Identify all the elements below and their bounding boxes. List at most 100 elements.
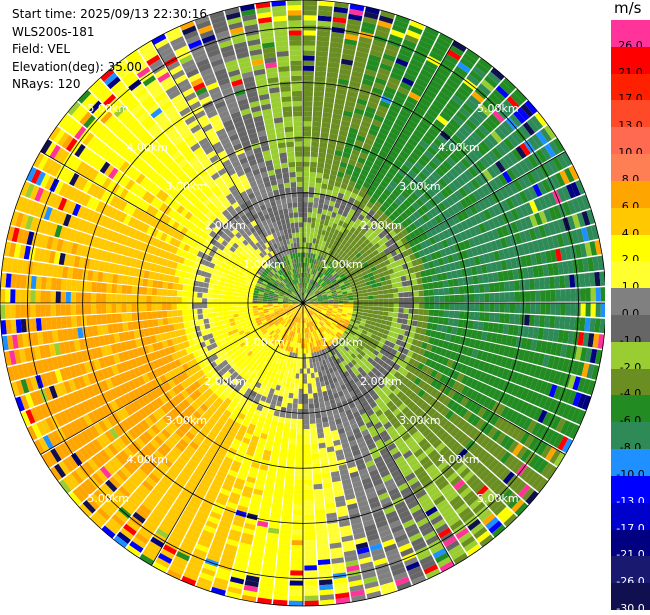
range-gate	[534, 278, 540, 289]
range-gate	[290, 429, 296, 434]
range-gate	[320, 219, 325, 225]
range-gate	[438, 281, 444, 288]
range-gate	[309, 358, 312, 363]
range-gate	[299, 384, 303, 389]
range-gate	[312, 464, 320, 470]
range-gate	[287, 403, 292, 409]
range-gate	[292, 404, 297, 409]
range-gate	[308, 197, 313, 202]
range-gate	[500, 303, 505, 313]
range-gate	[310, 429, 316, 435]
range-gate	[348, 308, 353, 311]
range-gate	[397, 318, 403, 323]
range-gate	[363, 296, 368, 299]
range-gate	[304, 565, 317, 570]
range-gate	[294, 495, 303, 500]
range-gate	[293, 510, 303, 515]
range-gate	[313, 469, 321, 475]
range-gate	[289, 596, 303, 601]
range-gate	[539, 315, 545, 327]
range-gate	[295, 373, 299, 378]
range-gate	[358, 294, 363, 297]
range-gate	[312, 132, 320, 138]
range-gate	[373, 291, 378, 295]
range-gate	[387, 284, 393, 289]
range-gate	[295, 469, 303, 474]
range-gate	[374, 303, 379, 307]
range-gate	[364, 300, 369, 303]
range-gate	[378, 307, 383, 311]
range-gate	[303, 212, 307, 217]
range-gate	[288, 372, 292, 378]
range-gate	[317, 208, 322, 214]
range-gate	[306, 363, 309, 368]
range-gate	[303, 146, 310, 151]
range-gate	[444, 310, 450, 317]
range-gate	[316, 423, 322, 429]
range-gate	[303, 126, 311, 131]
range-gate	[429, 310, 434, 316]
range-gate	[510, 303, 515, 313]
range-gate	[303, 217, 307, 222]
range-gate	[530, 303, 535, 314]
range-gate	[454, 287, 460, 295]
range-gate	[286, 469, 294, 475]
range-gate	[378, 311, 383, 315]
range-gate	[569, 317, 575, 330]
range-gate	[601, 287, 605, 301]
range-gate	[321, 412, 327, 418]
range-gate	[316, 56, 328, 62]
range-gate	[319, 376, 324, 382]
range-gate	[290, 362, 294, 368]
range-gate	[305, 268, 307, 273]
range-gate	[377, 286, 383, 291]
range-gate	[316, 46, 328, 52]
range-gate	[374, 299, 379, 303]
range-gate	[418, 315, 424, 321]
range-gate	[318, 157, 325, 163]
range-gate	[319, 402, 325, 408]
range-gate	[307, 373, 311, 378]
range-gate	[303, 116, 312, 121]
range-gate	[313, 233, 317, 239]
range-gate	[311, 378, 315, 383]
range-gate	[358, 300, 363, 303]
range-gate	[321, 386, 326, 392]
range-gate	[565, 289, 570, 302]
range-gate	[310, 368, 314, 373]
range-gate	[480, 293, 485, 302]
range-gate	[297, 358, 300, 363]
range-gate	[311, 373, 315, 378]
range-gate	[308, 253, 311, 258]
range-gate	[383, 290, 389, 295]
range-gate	[495, 293, 500, 302]
range-gate	[303, 364, 306, 369]
range-gate	[284, 484, 293, 490]
range-gate	[311, 147, 319, 153]
range-gate	[473, 321, 479, 330]
range-gate	[294, 383, 298, 388]
range-gate	[290, 424, 296, 429]
range-gate	[299, 379, 303, 384]
range-gate	[287, 377, 292, 383]
range-gate	[282, 376, 287, 382]
range-gate	[417, 321, 423, 327]
range-gate	[387, 316, 393, 321]
range-gate	[309, 403, 314, 408]
range-gate	[316, 534, 327, 540]
range-gate	[368, 310, 373, 314]
range-gate	[383, 294, 388, 298]
range-gate	[304, 585, 318, 590]
range-gate	[274, 584, 288, 590]
range-gate	[304, 560, 316, 565]
range-gate	[316, 418, 322, 424]
range-gate	[388, 307, 393, 312]
range-gate	[306, 358, 309, 363]
range-gate	[304, 469, 312, 474]
range-gate	[338, 299, 343, 301]
range-gate	[449, 287, 455, 294]
range-gate	[394, 298, 399, 303]
range-gate	[304, 464, 312, 469]
range-gate	[444, 288, 450, 295]
range-gate	[299, 389, 303, 394]
